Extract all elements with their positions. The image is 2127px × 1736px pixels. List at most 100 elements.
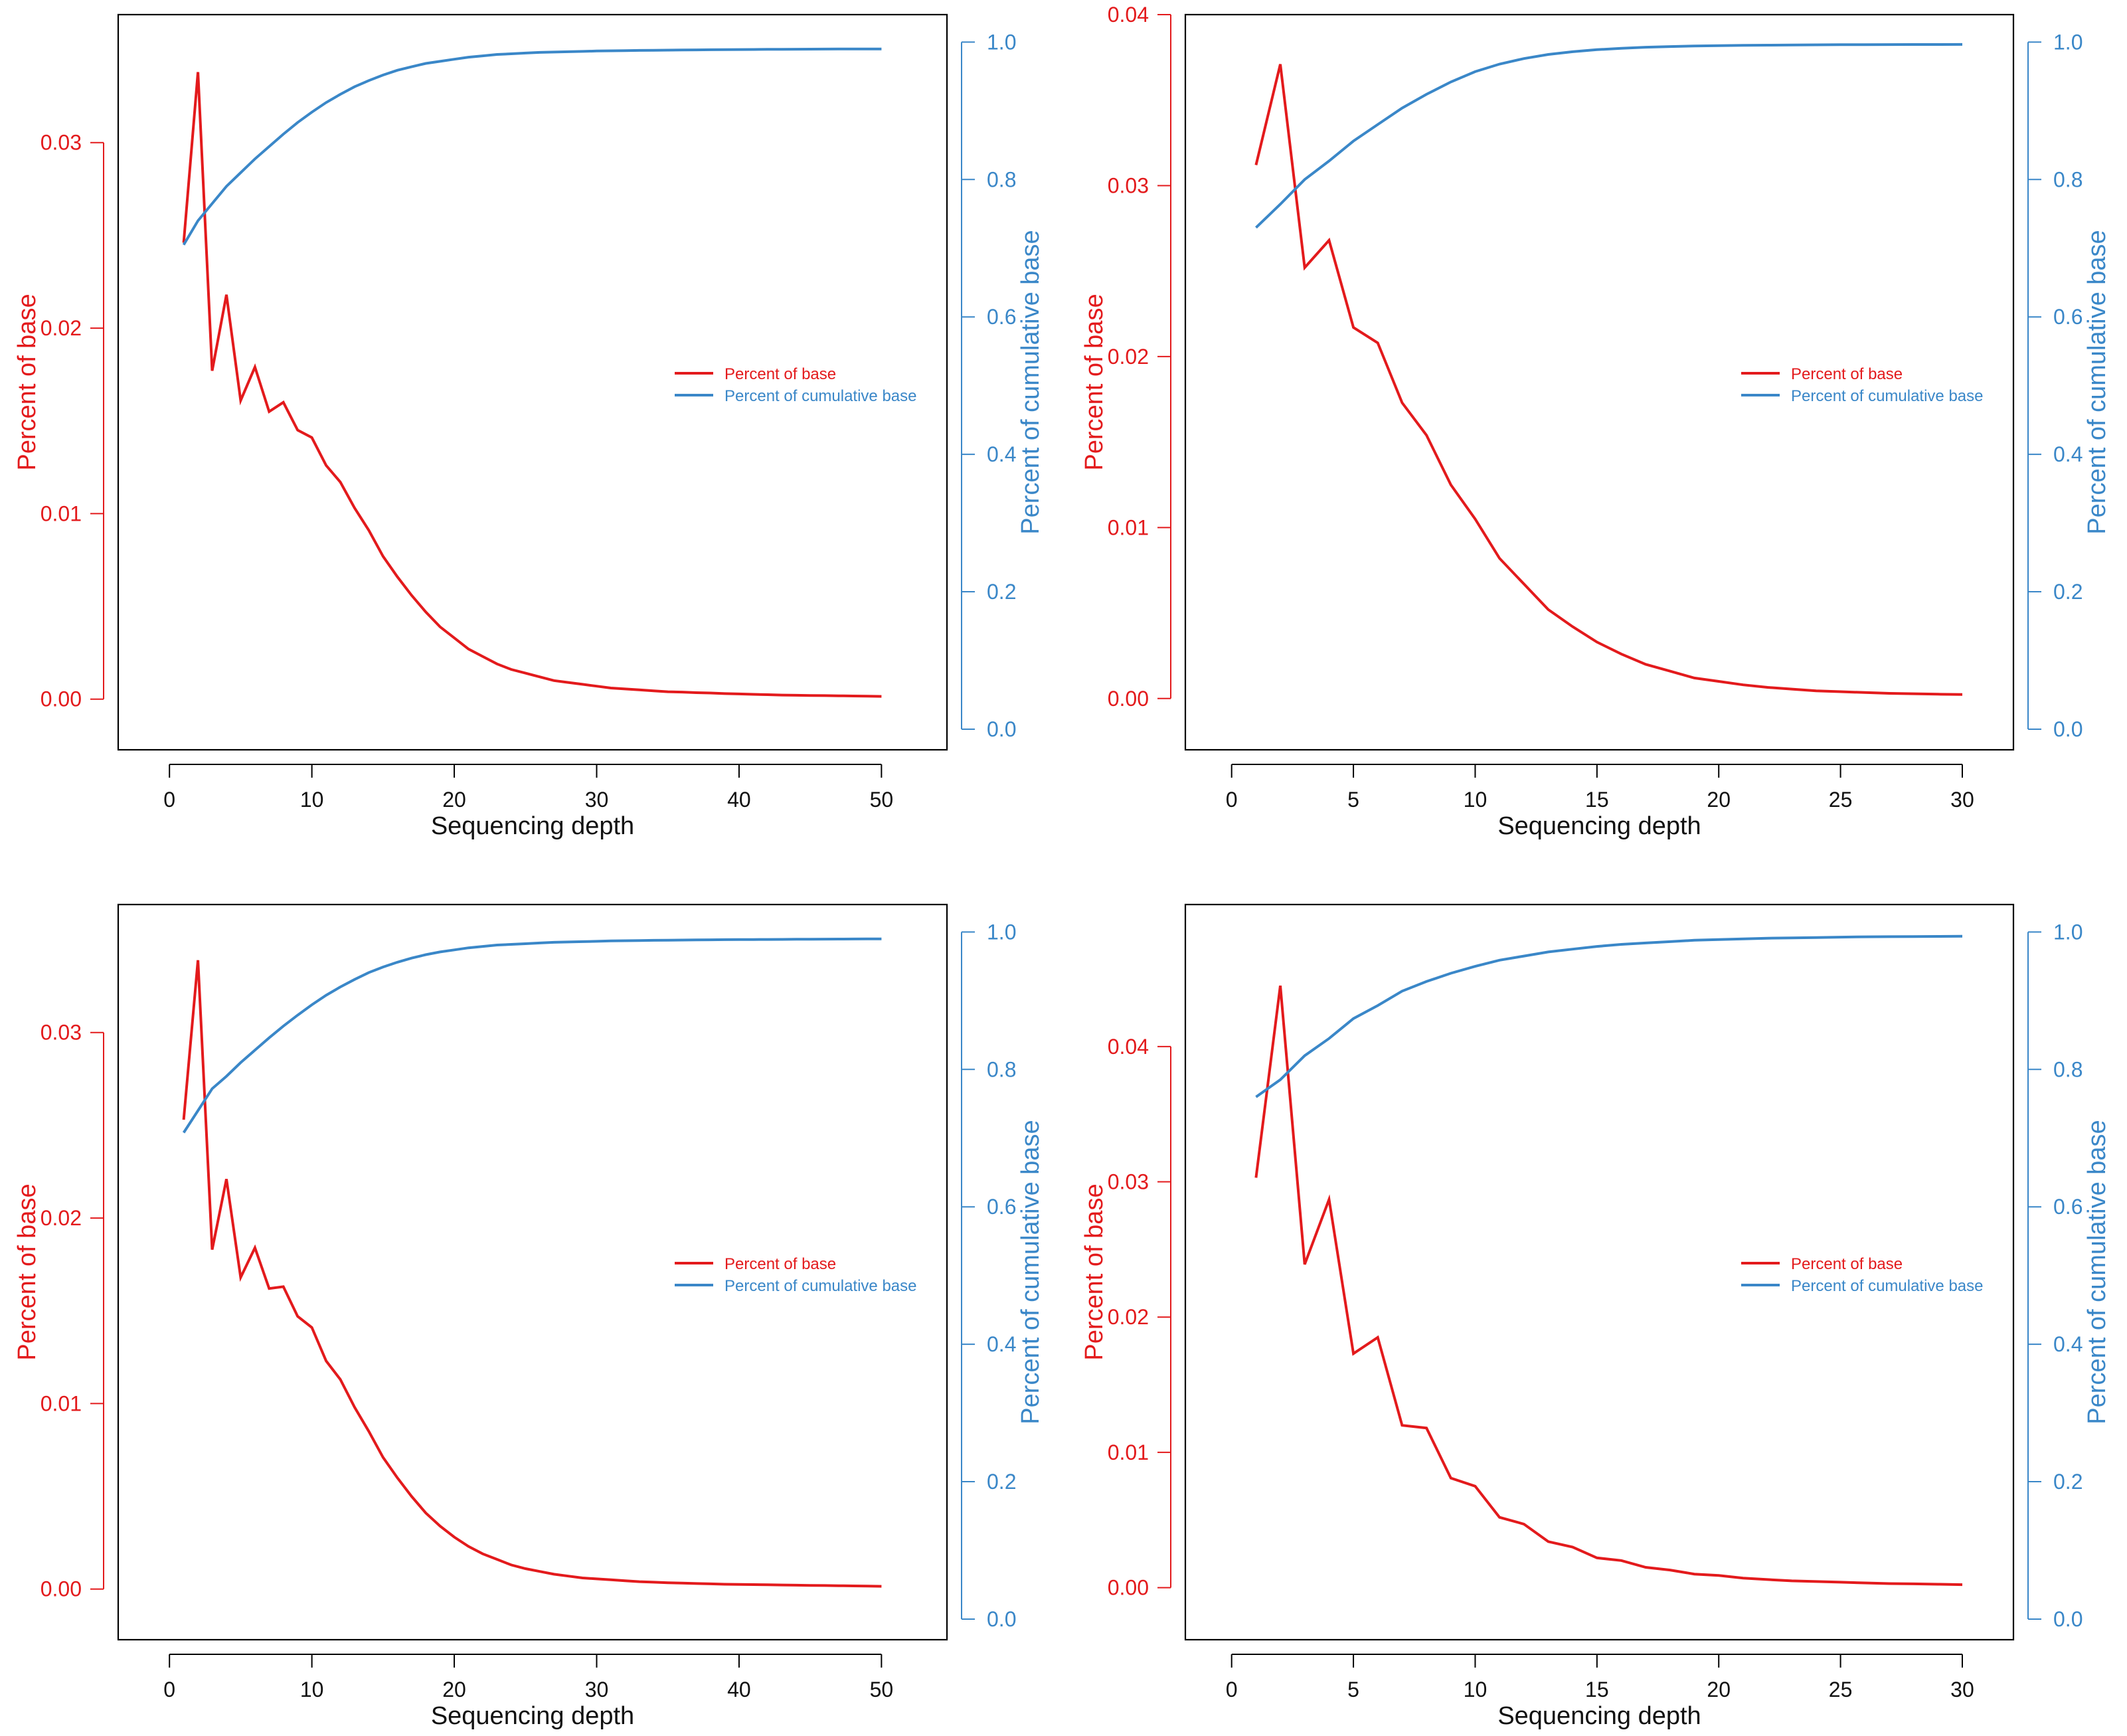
series-line bbox=[182, 72, 882, 698]
chart-panel-4: 0 5 10 15 20 25 30 Sequencing depth 0.00 0.01 0.02… bbox=[1080, 903, 2111, 1730]
right-y-tick-label: 0.8 bbox=[987, 167, 1016, 191]
series-percent-of-cumulative-base bbox=[182, 47, 882, 246]
left-y-tick-label: 0.02 bbox=[41, 1206, 82, 1230]
left-y-tick-label: 0.01 bbox=[1108, 1440, 1149, 1464]
x-tick-label: 5 bbox=[1347, 788, 1359, 812]
x-tick-label: 0 bbox=[163, 788, 175, 812]
left-y-tick-label: 0.04 bbox=[1108, 1035, 1149, 1059]
right-y-tick-label: 0.0 bbox=[2053, 717, 2083, 741]
legend: Percent of base Percent of cumulative bas… bbox=[1741, 1255, 1984, 1295]
legend: Percent of base Percent of cumulative bas… bbox=[1741, 365, 1984, 405]
right-y-tick-label: 0.2 bbox=[987, 1470, 1016, 1494]
x-tick-label: 10 bbox=[300, 1678, 324, 1701]
left-y-axis-label: Percent of base bbox=[1080, 1183, 1108, 1360]
x-axis-label: Sequencing depth bbox=[1497, 1702, 1701, 1730]
chart-panel-3: 0 10 20 30 40 50 Sequencing depth 0.00 0.01 0.02 0… bbox=[13, 903, 1045, 1730]
right-y-tick-label: 0.6 bbox=[987, 1195, 1016, 1219]
x-tick-label: 40 bbox=[727, 1678, 751, 1701]
series-line bbox=[1254, 64, 1963, 696]
x-tick-label: 0 bbox=[163, 1678, 175, 1701]
right-y-axis-label: Percent of cumulative base bbox=[1017, 230, 1045, 534]
left-y-tick-label: 0.01 bbox=[41, 501, 82, 525]
series-line bbox=[182, 937, 882, 1134]
left-y-tick-label: 0.02 bbox=[41, 316, 82, 340]
left-y-tick-label: 0.00 bbox=[1108, 687, 1149, 711]
right-y-tick-label: 0.2 bbox=[987, 580, 1016, 604]
right-y-tick-label: 1.0 bbox=[2053, 920, 2083, 944]
right-y-tick-label: 0.0 bbox=[987, 717, 1016, 741]
legend-label-percent-of-base: Percent of base bbox=[1791, 1255, 1903, 1273]
x-axis-label: Sequencing depth bbox=[431, 812, 634, 840]
plot-frame bbox=[117, 903, 948, 1641]
plot-frame bbox=[1184, 903, 2015, 1641]
series-line bbox=[1255, 934, 1963, 1098]
x-axis-label: Sequencing depth bbox=[1497, 812, 1701, 840]
left-y-axis-label: Percent of base bbox=[1080, 294, 1108, 470]
series-line bbox=[1255, 43, 1963, 229]
x-tick-label: 10 bbox=[1464, 788, 1488, 812]
x-tick-label: 0 bbox=[1226, 788, 1238, 812]
left-y-tick-label: 0.00 bbox=[41, 687, 82, 711]
x-tick-label: 5 bbox=[1347, 1678, 1359, 1701]
legend-label-percent-of-cumulative-base: Percent of cumulative base bbox=[724, 1277, 917, 1295]
x-tick-label: 30 bbox=[585, 1678, 609, 1701]
x-tick-label: 25 bbox=[1829, 1678, 1853, 1701]
right-y-tick-label: 1.0 bbox=[987, 920, 1016, 944]
legend-label-percent-of-base: Percent of base bbox=[724, 365, 836, 383]
series-percent-of-base bbox=[182, 72, 882, 698]
series-percent-of-cumulative-base bbox=[1255, 43, 1963, 229]
legend-label-percent-of-base: Percent of base bbox=[1791, 365, 1903, 383]
left-y-tick-label: 0.04 bbox=[1108, 3, 1149, 27]
x-tick-label: 15 bbox=[1585, 1678, 1609, 1701]
right-y-tick-label: 0.4 bbox=[987, 442, 1016, 466]
plot-frame bbox=[1184, 13, 2015, 751]
series-percent-of-base bbox=[182, 960, 882, 1588]
left-y-tick-label: 0.03 bbox=[1108, 173, 1149, 197]
right-y-tick-label: 0.8 bbox=[987, 1057, 1016, 1081]
chart-panel-1: 0 10 20 30 40 50 Sequencing depth 0.00 0.01 0.02 0… bbox=[13, 13, 1045, 840]
right-y-tick-label: 0.4 bbox=[2053, 442, 2083, 466]
series-line bbox=[182, 47, 882, 246]
series-percent-of-cumulative-base bbox=[182, 937, 882, 1134]
left-y-tick-label: 0.01 bbox=[41, 1391, 82, 1415]
series-percent-of-base bbox=[1254, 64, 1963, 696]
right-y-axis-label: Percent of cumulative base bbox=[2083, 1120, 2111, 1424]
right-y-axis-label: Percent of cumulative base bbox=[2083, 230, 2111, 534]
x-tick-label: 50 bbox=[870, 1678, 894, 1701]
legend: Percent of base Percent of cumulative bas… bbox=[675, 1255, 917, 1295]
x-tick-label: 25 bbox=[1829, 788, 1853, 812]
right-y-tick-label: 0.8 bbox=[2053, 1057, 2083, 1081]
legend-label-percent-of-cumulative-base: Percent of cumulative base bbox=[1791, 387, 1984, 405]
x-tick-label: 50 bbox=[870, 788, 894, 812]
legend: Percent of base Percent of cumulative bas… bbox=[675, 365, 917, 405]
x-tick-label: 15 bbox=[1585, 788, 1609, 812]
series-percent-of-cumulative-base bbox=[1255, 934, 1963, 1098]
right-y-tick-label: 0.4 bbox=[987, 1332, 1016, 1356]
left-y-axis-label: Percent of base bbox=[13, 294, 41, 470]
left-y-axis-label: Percent of base bbox=[13, 1183, 41, 1360]
left-y-tick-label: 0.02 bbox=[1108, 345, 1149, 369]
right-y-tick-label: 0.6 bbox=[2053, 305, 2083, 329]
series-line bbox=[1254, 985, 1963, 1587]
x-tick-label: 30 bbox=[585, 788, 609, 812]
right-y-tick-label: 0.2 bbox=[2053, 580, 2083, 604]
right-y-tick-label: 0.0 bbox=[2053, 1607, 2083, 1631]
series-percent-of-base bbox=[1254, 985, 1963, 1587]
chart-panel-2: 0 5 10 15 20 25 30 Sequencing depth 0.00 0.01 0.02… bbox=[1080, 3, 2111, 840]
left-y-tick-label: 0.03 bbox=[41, 1021, 82, 1045]
x-tick-label: 10 bbox=[1464, 1678, 1488, 1701]
x-tick-label: 20 bbox=[442, 1678, 466, 1701]
x-tick-label: 40 bbox=[727, 788, 751, 812]
right-y-tick-label: 1.0 bbox=[2053, 30, 2083, 54]
right-y-tick-label: 0.8 bbox=[2053, 167, 2083, 191]
x-tick-label: 30 bbox=[1950, 1678, 1974, 1701]
left-y-tick-label: 0.00 bbox=[1108, 1576, 1149, 1600]
right-y-tick-label: 0.0 bbox=[987, 1607, 1016, 1631]
x-tick-label: 20 bbox=[442, 788, 466, 812]
series-line bbox=[182, 960, 882, 1588]
right-y-tick-label: 0.2 bbox=[2053, 1470, 2083, 1494]
right-y-tick-label: 0.4 bbox=[2053, 1332, 2083, 1356]
right-y-tick-label: 0.6 bbox=[2053, 1195, 2083, 1219]
